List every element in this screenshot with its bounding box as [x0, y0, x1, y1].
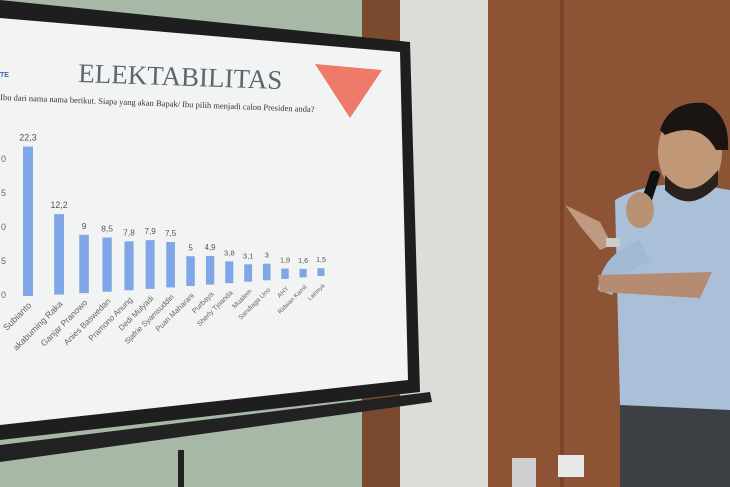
bar: [281, 268, 289, 279]
y-tick-label: 0: [1, 290, 6, 300]
hand-holding-mic: [626, 192, 654, 228]
y-tick-label: 5: [1, 256, 6, 266]
accent-triangle: [315, 64, 382, 118]
bar: [225, 261, 234, 284]
panel-seam: [560, 0, 564, 487]
bar: [124, 241, 134, 291]
value-label: 7,5: [165, 229, 177, 238]
y-tick-label: 0: [1, 154, 6, 164]
value-label: 1,6: [298, 257, 308, 265]
value-label: 8,5: [101, 223, 113, 233]
y-tick-label: 5: [1, 188, 6, 198]
corner-label: TE: [0, 72, 9, 79]
value-label: 7,9: [144, 227, 156, 236]
value-label: 3,8: [224, 248, 235, 257]
value-label: 1,5: [316, 257, 326, 264]
y-tick-label: 0: [1, 222, 6, 232]
projector-screen: [0, 18, 408, 425]
bar: [244, 264, 253, 282]
beard: [665, 170, 718, 202]
wall-socket: [512, 458, 536, 487]
wall-plug: [558, 455, 584, 477]
value-label: 7,8: [123, 227, 135, 237]
bar: [23, 146, 33, 296]
trousers: [620, 395, 730, 487]
pointing-hand: [565, 205, 612, 250]
value-label: 4,9: [205, 243, 216, 252]
value-label: 5: [188, 243, 193, 252]
value-label: 9: [82, 221, 87, 231]
forearm: [598, 272, 712, 298]
screen-stand: [178, 450, 184, 487]
bar: [102, 237, 112, 292]
bar: [317, 268, 325, 276]
screen-bar: [0, 392, 432, 462]
value-label: 22,3: [19, 133, 37, 143]
presenter: [565, 102, 730, 487]
wristwatch: [606, 238, 620, 247]
value-label: 12,2: [50, 200, 67, 210]
bar: [186, 256, 195, 286]
bar: [299, 268, 307, 278]
value-label: 3: [265, 251, 269, 260]
bar: [54, 214, 64, 295]
bar: [79, 234, 89, 294]
bar: [262, 263, 271, 281]
bar: [166, 242, 175, 288]
bar: [145, 240, 155, 289]
slide-title: ELEKTABILITAS: [78, 58, 283, 95]
value-label: 3,1: [243, 251, 254, 260]
value-label: 1,9: [280, 256, 290, 265]
checkered-shirt: [615, 184, 730, 410]
bar: [205, 255, 215, 285]
hair: [660, 102, 729, 150]
